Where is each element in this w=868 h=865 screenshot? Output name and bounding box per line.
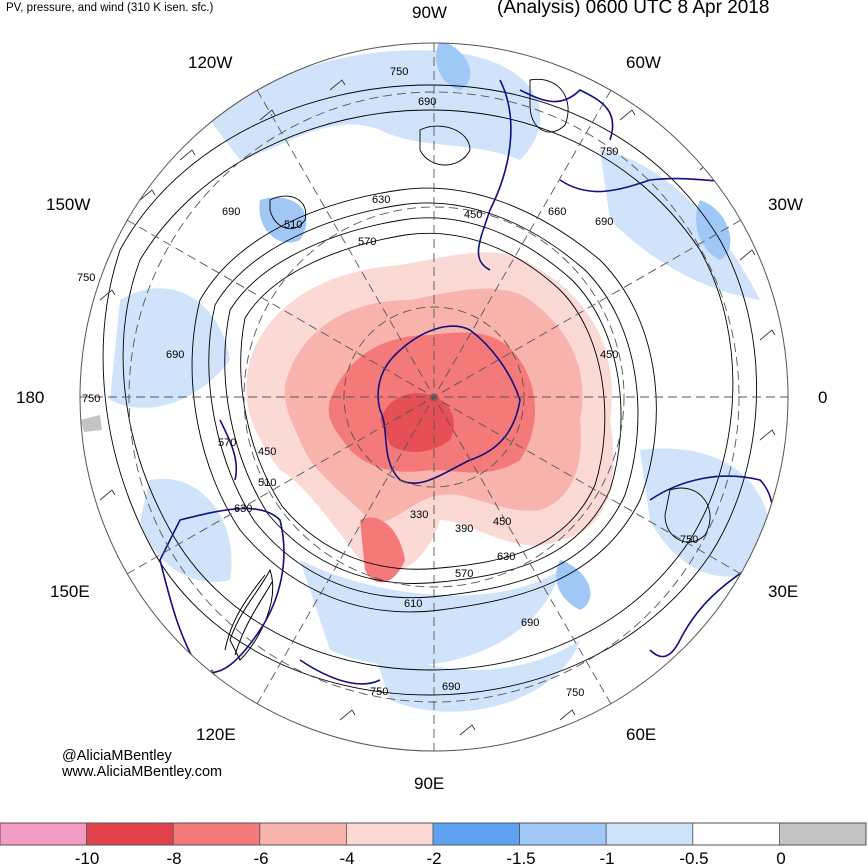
pv-light-blue-areas bbox=[110, 50, 772, 712]
colorbar-swatches bbox=[0, 822, 867, 846]
contour-label: 630 bbox=[372, 194, 390, 206]
lon-label-60e: 60E bbox=[626, 725, 656, 744]
contour-label: 660 bbox=[548, 206, 566, 218]
pv-gray-areas bbox=[80, 415, 102, 432]
colorbar-tick-label: -1.5 bbox=[506, 849, 535, 865]
graticule bbox=[80, 43, 788, 751]
contour-label: 450 bbox=[464, 209, 482, 221]
contour-label: 690 bbox=[442, 681, 460, 693]
contour-label: 390 bbox=[455, 523, 473, 535]
contour-bundle bbox=[224, 568, 274, 661]
colorbar-swatch bbox=[86, 822, 174, 846]
colorbar-tick-label: -8 bbox=[166, 849, 181, 865]
map-disc bbox=[80, 43, 788, 751]
credit-website: www.AliciaMBentley.com bbox=[62, 764, 223, 780]
contour-label: 630 bbox=[234, 503, 252, 515]
contour-label: 610 bbox=[404, 598, 422, 610]
lon-label-150w: 150W bbox=[46, 195, 90, 214]
contour-label: 750 bbox=[566, 687, 584, 699]
colorbar-swatch bbox=[692, 822, 780, 846]
contour-label: 570 bbox=[455, 568, 473, 580]
lon-label-30e: 30E bbox=[768, 582, 798, 601]
colorbar-tick-label: -0.5 bbox=[679, 849, 708, 865]
lon-label-90w: 90W bbox=[412, 3, 447, 22]
lon-label-60w: 60W bbox=[626, 53, 661, 72]
contour-label: 510 bbox=[284, 219, 302, 231]
contour-label: 630 bbox=[497, 551, 515, 563]
contour-label: 750 bbox=[77, 272, 95, 284]
lon-label-90e: 90E bbox=[414, 774, 444, 793]
lon-label-150e: 150E bbox=[50, 582, 90, 601]
lon-label-120e: 120E bbox=[196, 725, 236, 744]
contour-label: 690 bbox=[418, 96, 436, 108]
contour-label: 750 bbox=[82, 393, 100, 405]
lon-label-0: 0 bbox=[818, 388, 827, 407]
contour-label: 690 bbox=[521, 617, 539, 629]
colorbar-swatch bbox=[259, 822, 347, 846]
map-title-right: (Analysis) 0600 UTC 8 Apr 2018 bbox=[497, 0, 770, 18]
colorbar-swatch bbox=[519, 822, 607, 846]
colorbar-tick-label: 0 bbox=[776, 849, 785, 865]
colorbar: -10 -8 -6 -4 -2 -1.5 -1 -0.5 0 bbox=[0, 822, 867, 865]
lon-label-30w: 30W bbox=[768, 195, 803, 214]
colorbar-tick-label: -2 bbox=[426, 849, 441, 865]
credit-handle: @AliciaMBentley bbox=[62, 748, 172, 764]
colorbar-tick-label: -1 bbox=[599, 849, 614, 865]
colorbar-tick-label: -10 bbox=[75, 849, 100, 865]
colorbar-swatch bbox=[432, 822, 520, 846]
lon-label-180: 180 bbox=[16, 388, 44, 407]
contour-label: 570 bbox=[218, 437, 236, 449]
contour-label: 750 bbox=[370, 686, 388, 698]
map-boundary bbox=[79, 42, 789, 752]
colorbar-swatch bbox=[172, 822, 261, 846]
contour-label: 330 bbox=[410, 509, 428, 521]
contour-label: 690 bbox=[166, 349, 184, 361]
map-title-left: PV, pressure, and wind (310 K isen. sfc.… bbox=[6, 2, 214, 14]
colorbar-swatch bbox=[605, 822, 694, 846]
contour-label: 690 bbox=[222, 206, 240, 218]
colorbar-swatch bbox=[0, 822, 87, 846]
contour-label: 690 bbox=[595, 216, 613, 228]
contour-label: 510 bbox=[258, 477, 276, 489]
contour-label: 570 bbox=[358, 236, 376, 248]
pressure-contours bbox=[102, 78, 757, 696]
pv-negative-area bbox=[246, 252, 614, 583]
colorbar-frame bbox=[0, 822, 867, 846]
contour-label: 750 bbox=[390, 66, 408, 78]
lon-label-120w: 120W bbox=[188, 53, 232, 72]
colorbar-tick-label: -6 bbox=[253, 849, 268, 865]
colorbar-swatch bbox=[345, 822, 434, 846]
colorbar-swatch bbox=[779, 822, 867, 846]
contour-label: 450 bbox=[258, 446, 276, 458]
contour-label: 450 bbox=[493, 516, 511, 528]
colorbar-tick-label: -4 bbox=[339, 849, 354, 865]
contour-label: 750 bbox=[600, 146, 618, 158]
contour-label: 450 bbox=[600, 349, 618, 361]
contour-label: 750 bbox=[680, 534, 698, 546]
